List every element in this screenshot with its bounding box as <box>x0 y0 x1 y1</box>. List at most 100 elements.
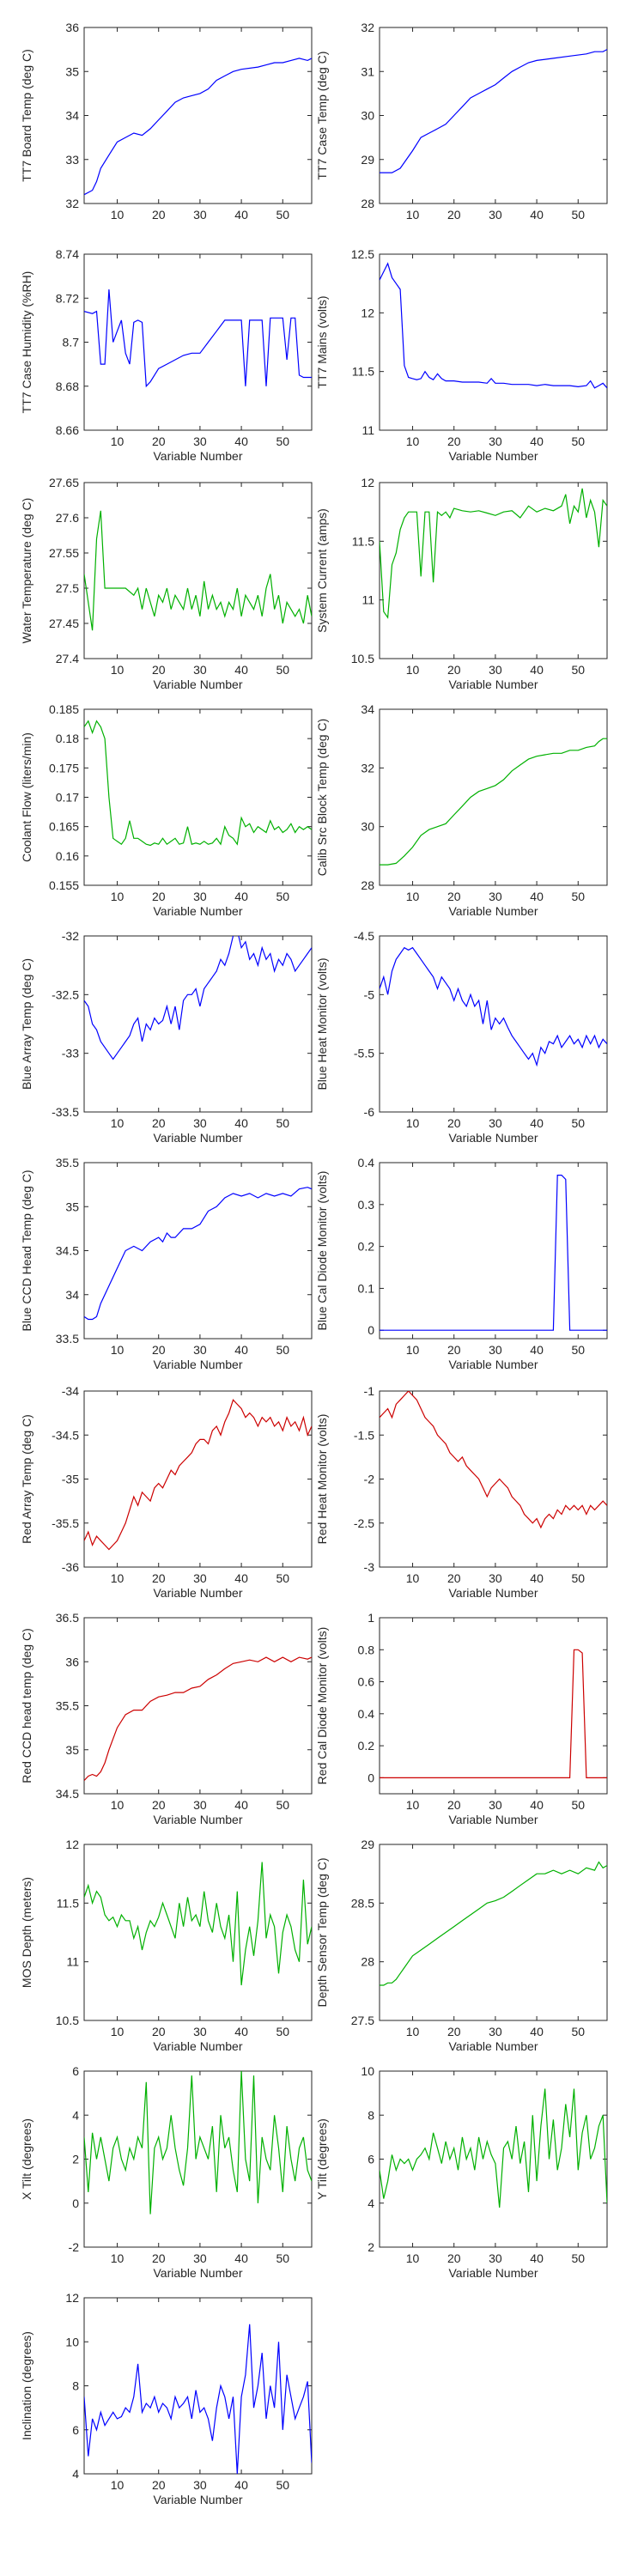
x-tick-label: 50 <box>571 1571 585 1585</box>
x-axis-label: Variable Number <box>153 904 242 918</box>
y-tick-label: 29 <box>361 153 374 167</box>
x-tick-label: 30 <box>489 208 502 222</box>
plot-frame <box>379 482 608 659</box>
x-tick-label: 10 <box>111 2025 125 2038</box>
y-tick-label: 0.18 <box>56 732 79 745</box>
x-tick-label: 40 <box>530 1798 544 1812</box>
y-tick-label: 36.5 <box>56 1611 79 1625</box>
x-tick-label: 10 <box>406 1343 420 1357</box>
y-axis-label: Blue Heat Monitor (volts) <box>315 957 329 1090</box>
x-axis-label: Variable Number <box>448 2039 538 2053</box>
y-tick-label: 27.6 <box>56 511 79 525</box>
y-tick-label: 0 <box>368 1771 374 1784</box>
plot-frame <box>83 1617 313 1795</box>
x-axis-label: Variable Number <box>448 1586 538 1600</box>
x-axis-label: Variable Number <box>448 2266 538 2280</box>
x-tick-label: 10 <box>111 1571 125 1585</box>
y-axis-label: TT7 Mains (volts) <box>315 295 329 388</box>
x-tick-label: 30 <box>489 434 502 448</box>
y-tick-label: 1 <box>368 1611 374 1625</box>
y-tick-label: 4 <box>72 2108 79 2122</box>
y-tick-label: 0.4 <box>358 1156 375 1170</box>
y-tick-label: 10.5 <box>351 652 374 665</box>
x-tick-label: 20 <box>447 1343 461 1357</box>
x-axis-label: Variable Number <box>153 1586 242 1600</box>
x-tick-label: 10 <box>406 1116 420 1130</box>
y-tick-label: -3 <box>364 1560 375 1574</box>
y-tick-label: -33.5 <box>52 1105 79 1119</box>
y-tick-label: 11 <box>361 593 374 607</box>
x-tick-label: 30 <box>489 1571 502 1585</box>
y-tick-label: 0.155 <box>49 878 79 892</box>
x-tick-label: 30 <box>489 1116 502 1130</box>
y-tick-label: -5.5 <box>354 1047 374 1060</box>
x-tick-label: 10 <box>406 1798 420 1812</box>
y-tick-label: 32 <box>361 21 374 34</box>
y-tick-label: 28 <box>361 878 374 892</box>
series-line <box>84 1187 312 1321</box>
y-tick-label: -32.5 <box>52 987 79 1001</box>
y-tick-label: 0.2 <box>358 1739 375 1753</box>
x-tick-label: 40 <box>234 208 248 222</box>
x-tick-label: 30 <box>193 2025 207 2038</box>
x-tick-label: 40 <box>234 2478 248 2492</box>
x-tick-label: 10 <box>111 434 125 448</box>
x-tick-label: 10 <box>111 208 125 222</box>
y-tick-label: 27.5 <box>351 2014 374 2027</box>
x-tick-label: 40 <box>530 1343 544 1357</box>
x-tick-label: 10 <box>406 663 420 677</box>
y-axis-label: Red Array Temp (deg C) <box>20 1414 33 1544</box>
x-tick-label: 50 <box>571 2025 585 2038</box>
y-tick-label: -33 <box>62 1047 79 1060</box>
x-tick-label: 50 <box>571 2251 585 2265</box>
x-tick-label: 20 <box>447 663 461 677</box>
x-tick-label: 10 <box>406 1571 420 1585</box>
series-line <box>84 720 312 847</box>
x-tick-label: 50 <box>276 434 289 448</box>
series-line <box>84 936 312 1060</box>
x-tick-label: 40 <box>530 663 544 677</box>
chart-panel-4: 10 20 30 40 50 11 11.5 12 12.5 TT7 Mains (volts) V… <box>315 247 608 463</box>
x-tick-label: 50 <box>276 208 289 222</box>
plot-frame <box>83 27 313 204</box>
x-tick-label: 50 <box>276 2478 289 2492</box>
chart-panel-18: 10 20 30 40 50 27.5 28 28.5 29 Depth Sensor Temp … <box>315 1838 608 2053</box>
x-tick-label: 20 <box>152 1571 166 1585</box>
x-tick-label: 20 <box>447 434 461 448</box>
x-tick-label: 40 <box>530 890 544 903</box>
x-tick-label: 20 <box>152 208 166 222</box>
y-tick-label: 0.17 <box>56 791 79 805</box>
x-axis-label: Variable Number <box>153 2493 242 2506</box>
plot-frame <box>379 27 608 204</box>
y-axis-label: MOS Depth (meters) <box>20 1877 33 1988</box>
y-tick-label: 0.4 <box>358 1707 375 1721</box>
x-tick-label: 20 <box>447 1116 461 1130</box>
x-tick-label: 10 <box>111 1343 125 1357</box>
y-axis-label: Water Temperature (deg C) <box>20 498 33 644</box>
x-tick-label: 20 <box>152 1343 166 1357</box>
x-tick-label: 20 <box>152 2251 166 2265</box>
y-tick-label: 6 <box>72 2064 79 2078</box>
x-tick-label: 50 <box>276 2025 289 2038</box>
chart-panel-15: 10 20 30 40 50 34.5 35 35.5 36 36.5 Red CCD head t… <box>20 1611 313 1826</box>
x-tick-label: 50 <box>571 1116 585 1130</box>
y-tick-label: -1.5 <box>354 1428 374 1442</box>
x-tick-label: 40 <box>530 208 544 222</box>
y-tick-label: -2 <box>69 2240 80 2254</box>
y-tick-label: 34.5 <box>56 1787 79 1801</box>
plot-frame <box>379 1844 608 2021</box>
y-tick-label: 8.66 <box>56 423 79 437</box>
x-tick-label: 30 <box>489 1798 502 1812</box>
y-axis-label: System Current (amps) <box>315 508 329 633</box>
x-tick-label: 30 <box>193 2251 207 2265</box>
y-tick-label: 12 <box>361 476 374 489</box>
x-tick-label: 50 <box>276 890 289 903</box>
plot-frame <box>379 1617 608 1795</box>
plot-frame <box>379 1390 608 1568</box>
x-tick-label: 10 <box>111 663 125 677</box>
series-line <box>84 1399 312 1551</box>
series-line <box>380 1391 607 1529</box>
y-tick-label: 34 <box>361 702 374 716</box>
chart-panel-14: 10 20 30 40 50 -3 -2.5 -2 -1.5 -1 Red Heat Monitor… <box>315 1384 608 1600</box>
